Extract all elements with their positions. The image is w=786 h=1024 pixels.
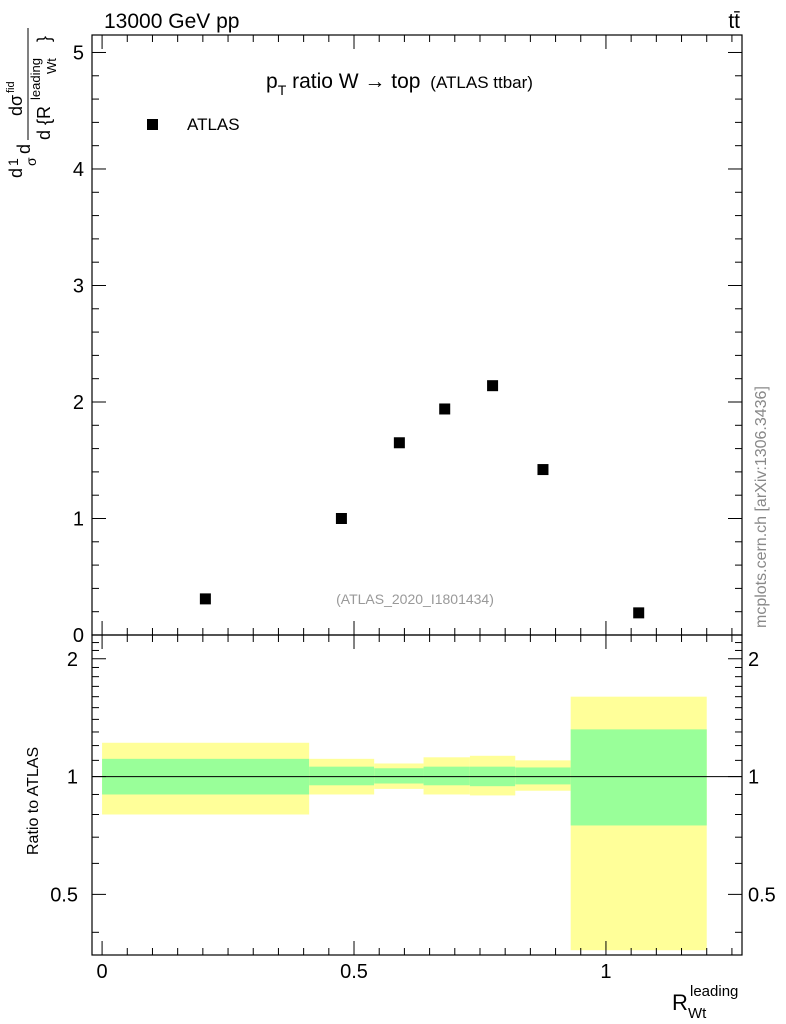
legend-marker — [147, 119, 158, 130]
data-point — [537, 464, 549, 476]
uncertainty-band-inner — [570, 729, 707, 826]
data-point — [633, 607, 645, 619]
title-small: (ATLAS ttbar) — [430, 73, 533, 92]
main-ytick-label: 2 — [73, 392, 84, 414]
ylabel-brace: } — [34, 36, 54, 42]
legend-label: ATLAS — [187, 115, 240, 134]
main-panel: 0 1 2 3 4 5 pT ratio W → top (ATLAS ttbar) AT… — [5, 28, 743, 647]
data-point — [335, 512, 347, 524]
uncertainty-band-inner — [309, 766, 375, 786]
title-rest: ratio W → top — [286, 70, 420, 93]
ylabel-dsigma: dσ — [6, 95, 26, 116]
data-points — [199, 380, 645, 619]
xlabel-sup: leading — [690, 983, 738, 1000]
ylabel-d: d — [14, 144, 34, 154]
ratio-ytick-label: 0.5 — [50, 884, 78, 906]
data-point — [487, 380, 499, 392]
ylabel-denom-sup: leading — [28, 58, 43, 100]
plot-title: pT ratio W → top (ATLAS ttbar) — [266, 70, 533, 98]
xlabel-sub: Wt — [688, 1005, 707, 1022]
xlabel-main: R — [672, 990, 688, 1015]
uncertainty-band-inner — [374, 768, 424, 784]
main-ytick-label: 0 — [73, 625, 84, 647]
data-point — [393, 437, 405, 449]
ylabel-fid: fid — [5, 81, 17, 93]
uncertainty-band-inner — [423, 766, 470, 786]
ratio-panel: 0.5 0.51 12 2 0 0.5 1 Ratio to ATLAS R leadin… — [25, 634, 776, 1022]
ratio-frame — [91, 634, 743, 956]
ylabel-frac1-one: 1 — [5, 158, 21, 166]
ratio-x-axis: 0 0.5 1 — [97, 635, 733, 983]
process-label: tt̄ — [728, 10, 740, 33]
energy-label: 13000 GeV pp — [104, 10, 239, 33]
ylabel-frac1-sigma: σ — [23, 157, 39, 166]
legend: ATLAS — [147, 115, 240, 134]
main-ytick-label: 3 — [73, 275, 84, 297]
ratio-ytick-label-right: 0.5 — [748, 884, 776, 906]
ratio-bands — [102, 696, 707, 951]
ratio-y-axis: 0.5 0.5 1 1 2 2 — [50, 642, 776, 933]
data-point — [199, 593, 211, 605]
title-p: p — [266, 70, 278, 93]
watermark: mcplots.cern.ch [arXiv:1306.3436] — [753, 386, 770, 628]
ratio-ytick-label: 2 — [67, 649, 78, 671]
main-ytick-label: 1 — [73, 508, 84, 530]
ylabel-denom-sub: Wt — [44, 58, 59, 74]
uncertainty-band-inner — [515, 767, 571, 785]
main-x-ticks — [101, 35, 733, 635]
analysis-label: (ATLAS_2020_I1801434) — [336, 591, 494, 607]
ratio-xtick-label: 0.5 — [340, 961, 368, 983]
main-ytick-label: 5 — [73, 42, 84, 64]
title-sub: T — [278, 82, 287, 98]
main-y-label: d 1 σ d dσ fid d {R leading Wt } — [5, 28, 59, 178]
ratio-ytick-label-right: 2 — [748, 649, 759, 671]
ratio-xtick-label: 0 — [97, 961, 108, 983]
main-y-axis: 0 1 2 3 4 5 — [73, 42, 742, 647]
data-point — [439, 403, 451, 415]
ratio-ytick-label: 1 — [67, 767, 78, 789]
ylabel-denom: d {R — [34, 106, 54, 140]
x-axis-label: R leading Wt — [672, 983, 738, 1022]
main-ytick-label: 4 — [73, 159, 84, 181]
ratio-xtick-label: 1 — [600, 961, 611, 983]
ratio-ytick-label-right: 1 — [748, 767, 759, 789]
ratio-y-label: Ratio to ATLAS — [25, 747, 42, 855]
ylabel-frac1-num: d — [6, 168, 26, 178]
